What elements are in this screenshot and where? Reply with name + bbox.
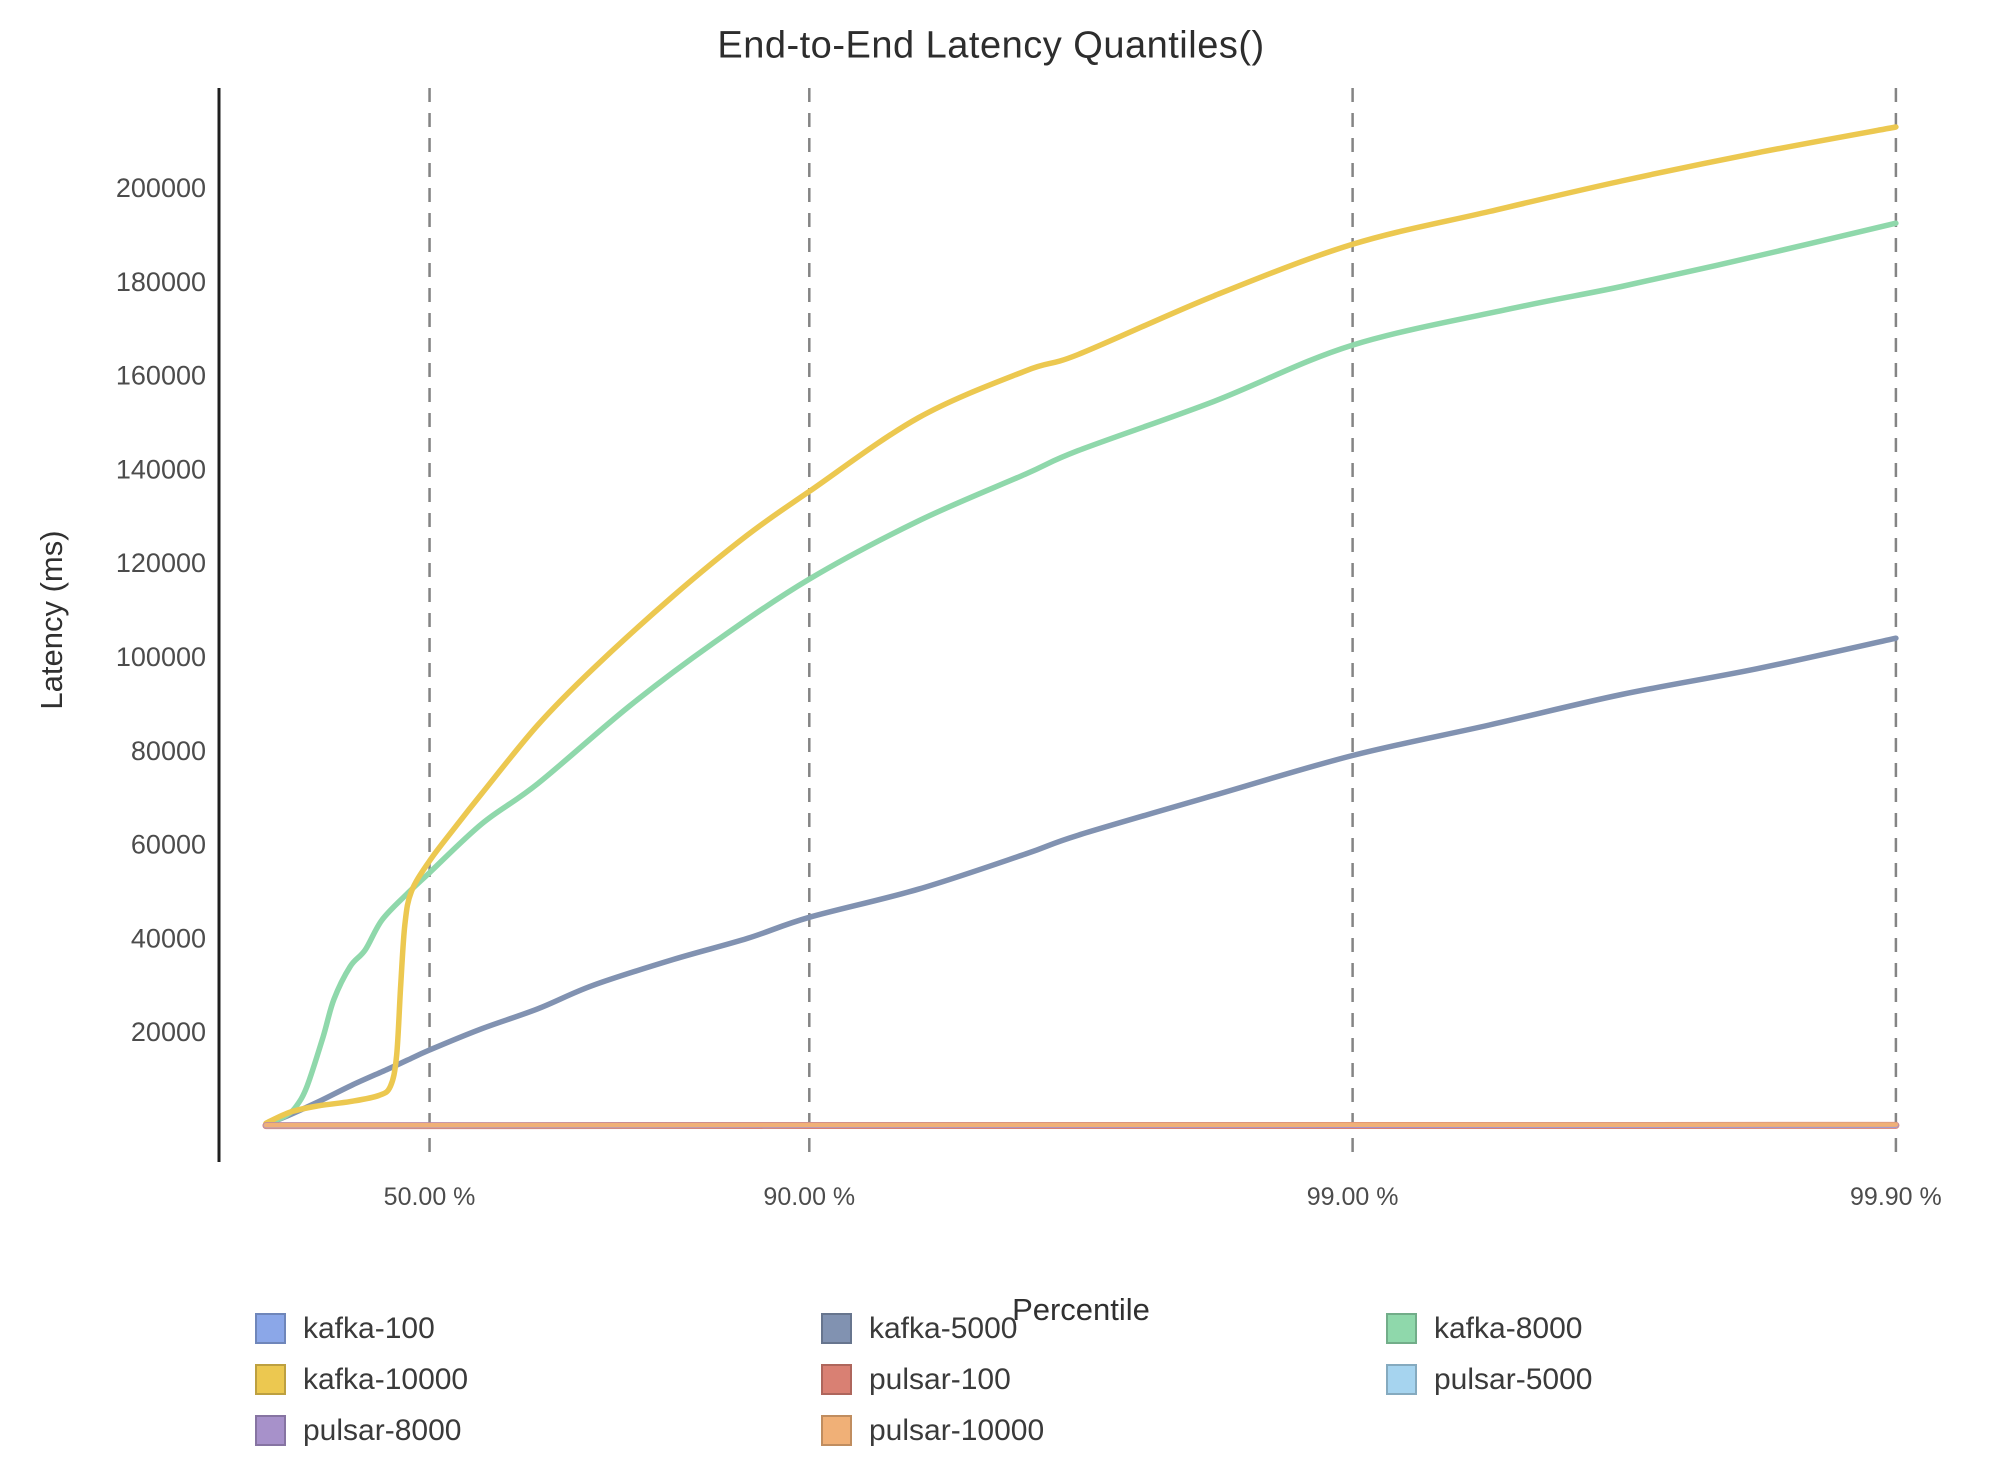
- y-tick-label: 40000: [131, 923, 206, 953]
- legend-swatch-icon: [255, 1313, 286, 1344]
- x-tick-label: 99.90 %: [1850, 1183, 1942, 1211]
- x-tick-label: 90.00 %: [763, 1183, 855, 1211]
- series-line-kafka-8000: [263, 220, 1899, 1127]
- chart-title: End-to-End Latency Quantiles(): [717, 24, 1265, 67]
- legend-label: pulsar-100: [869, 1362, 1011, 1396]
- y-tick-label: 160000: [116, 361, 206, 391]
- legend-label: kafka-100: [303, 1311, 435, 1345]
- y-tick-label: 140000: [116, 454, 206, 484]
- legend-swatch-icon: [255, 1415, 286, 1446]
- y-axis-label: Latency (ms): [34, 530, 69, 710]
- legend-swatch-icon: [255, 1364, 286, 1395]
- legend-item-pulsar-10000: pulsar-10000: [821, 1413, 1386, 1447]
- x-tick-label: 50.00 %: [384, 1183, 476, 1211]
- y-tick-label: 100000: [116, 642, 206, 672]
- series-line-kafka-10000: [263, 124, 1899, 1126]
- legend-label: pulsar-8000: [303, 1413, 462, 1447]
- legend: kafka-100 kafka-5000 kafka-8000 kafka-10000…: [255, 1311, 1959, 1447]
- legend-item-pulsar-8000: pulsar-8000: [255, 1413, 821, 1447]
- legend-label: kafka-10000: [303, 1362, 469, 1396]
- legend-item-pulsar-5000: pulsar-5000: [1386, 1362, 1959, 1396]
- legend-swatch-icon: [1386, 1364, 1417, 1395]
- legend-label: kafka-8000: [1434, 1311, 1583, 1345]
- legend-label: kafka-5000: [869, 1311, 1018, 1345]
- legend-swatch-icon: [821, 1313, 852, 1344]
- y-tick-label: 200000: [116, 173, 206, 203]
- legend-swatch-icon: [1386, 1313, 1417, 1344]
- legend-item-kafka-5000: kafka-5000: [821, 1311, 1386, 1345]
- y-tick-label: 60000: [131, 830, 206, 860]
- x-tick-label: 99.00 %: [1307, 1183, 1399, 1211]
- legend-label: pulsar-10000: [869, 1413, 1045, 1447]
- series-line-pulsar-10000: [263, 1122, 1899, 1128]
- x-axis-label: Percentile: [1012, 1292, 1150, 1327]
- series-line-kafka-5000: [263, 635, 1899, 1128]
- y-tick-label: 120000: [116, 548, 206, 578]
- y-tick-label: 20000: [131, 1017, 206, 1047]
- legend-item-kafka-8000: kafka-8000: [1386, 1311, 1959, 1345]
- legend-label: pulsar-5000: [1434, 1362, 1593, 1396]
- legend-swatch-icon: [821, 1364, 852, 1395]
- legend-item-pulsar-100: pulsar-100: [821, 1362, 1386, 1396]
- y-tick-label: 80000: [131, 736, 206, 766]
- legend-item-kafka-10000: kafka-10000: [255, 1362, 821, 1396]
- legend-item-kafka-100: kafka-100: [255, 1311, 821, 1345]
- y-tick-label: 180000: [116, 267, 206, 297]
- legend-swatch-icon: [821, 1415, 852, 1446]
